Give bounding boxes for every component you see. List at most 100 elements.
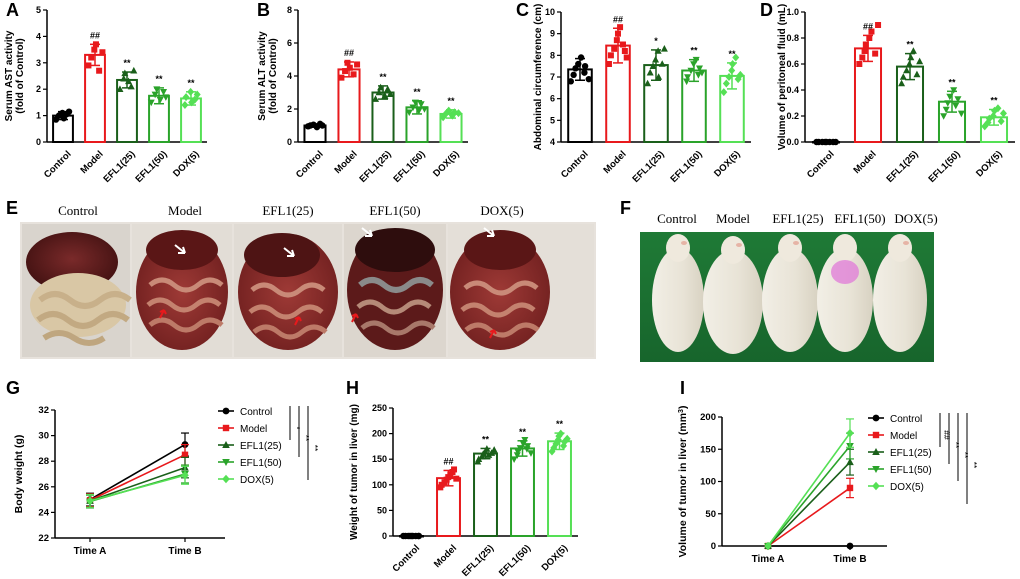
x-tick-label: Control: [559, 149, 591, 181]
data-point: [409, 104, 417, 112]
data-point: [658, 60, 666, 67]
data-point: [954, 96, 962, 103]
data-point: [567, 78, 575, 85]
photo-e-label-control: Control: [58, 203, 98, 218]
significance-label: **: [556, 419, 564, 429]
data-point: [903, 66, 911, 74]
significance-label: *: [654, 36, 658, 46]
data-point: [940, 113, 948, 120]
y-tick-label: 150: [700, 444, 716, 455]
series-line-control: [89, 443, 186, 501]
x-tick-label: EFL1(50): [669, 149, 705, 185]
data-point: [916, 57, 924, 65]
significance-label: **: [519, 427, 527, 437]
line-marker: [86, 496, 94, 506]
data-point: [946, 93, 954, 101]
line-marker: [872, 466, 880, 473]
photo-f-label-efl1-25: EFL1(25): [772, 211, 824, 226]
significance-label: **: [301, 435, 311, 442]
x-tick-label: EFL1(25): [460, 543, 496, 579]
y-tick-label: 8: [287, 5, 292, 15]
panel-letter-g: G: [6, 378, 21, 398]
y-tick-label: 26: [38, 482, 49, 493]
y-tick-label: 0.6: [786, 59, 799, 69]
line-marker: [872, 448, 880, 455]
y-axis-label: Weight of tumor in liver (mg): [349, 404, 360, 540]
x-tick-label: Control: [294, 149, 326, 181]
line-marker: [222, 441, 230, 448]
data-point: [621, 48, 628, 54]
data-point: [614, 30, 621, 37]
data-point: [646, 68, 654, 76]
data-point: [856, 61, 863, 67]
y-tick-label: 100: [372, 480, 387, 490]
data-point: [722, 79, 730, 88]
photo-f-label-control: Control: [657, 211, 697, 226]
data-point: [994, 104, 1002, 113]
data-point: [372, 95, 380, 102]
chart-g-body-weight: 22 24 26 28 30 32 Body weight (g) Time A Time B C…: [13, 405, 320, 557]
data-point: [725, 73, 733, 81]
significance-label: **: [690, 46, 698, 56]
significance-label: ##: [942, 430, 952, 440]
line-marker: [846, 458, 854, 466]
data-point: [415, 532, 423, 540]
data-point: [319, 122, 326, 129]
photo-e-control: [22, 224, 132, 357]
photo-e-label-efl1-50: EFL1(50): [369, 203, 421, 218]
data-point: [557, 429, 565, 438]
data-point: [91, 46, 98, 53]
data-point: [147, 99, 155, 107]
x-tick-label: Model: [332, 149, 359, 176]
data-point: [898, 79, 906, 87]
data-point: [386, 90, 394, 97]
x-tick-label: EFL1(50): [927, 149, 963, 185]
data-point: [445, 106, 453, 115]
line-marker: [846, 484, 854, 492]
data-point: [859, 54, 866, 61]
data-point: [415, 107, 423, 115]
y-tick-label: 9: [550, 29, 555, 39]
data-point: [151, 91, 159, 99]
photo-f-label-dox5: DOX(5): [894, 211, 938, 226]
data-point: [683, 78, 691, 86]
photo-f-mouse-model: [703, 236, 763, 354]
photo-f-mouse-dox5: [873, 234, 927, 352]
data-point: [728, 66, 736, 75]
data-point: [950, 87, 958, 94]
data-point: [613, 37, 620, 44]
data-point: [120, 74, 128, 82]
data-point: [563, 434, 571, 443]
series-line-efl150: [767, 445, 851, 547]
y-tick-label: 4: [287, 71, 292, 81]
chart-h-tumor-weight: 0 50 100 150 200 250 Weight of tumor in liver …: [349, 403, 578, 579]
y-tick-label: 0: [711, 541, 716, 552]
data-point: [913, 70, 921, 78]
significance-label: **: [379, 72, 387, 82]
y-tick-label: 7: [550, 72, 555, 82]
chart-i-tumor-volume: 0 50 100 150 200 Volume of tumor in liver (mm…: [677, 406, 979, 565]
data-point: [405, 109, 413, 117]
data-point: [619, 41, 626, 48]
photo-f-label-model: Model: [716, 211, 750, 226]
data-point: [732, 53, 740, 62]
data-point: [527, 450, 535, 457]
x-tick-label: EFL1(50): [497, 543, 533, 579]
y-tick-label: 8: [550, 50, 555, 60]
bar-efl125: [473, 452, 498, 537]
panel-letter-c: C: [516, 0, 529, 20]
data-point: [570, 71, 577, 79]
significance-label: **: [310, 445, 320, 452]
data-point: [652, 55, 660, 63]
legend-label: Model: [240, 424, 267, 435]
legend-label: Control: [890, 414, 922, 425]
line-marker: [872, 414, 880, 422]
x-tick-label: DOX(5): [171, 149, 202, 180]
data-point: [420, 106, 428, 113]
data-point: [832, 138, 839, 146]
significance-label: **: [413, 87, 421, 97]
photo-e-label-model: Model: [168, 203, 202, 218]
data-point: [485, 451, 493, 458]
y-tick-label: 32: [38, 405, 49, 416]
